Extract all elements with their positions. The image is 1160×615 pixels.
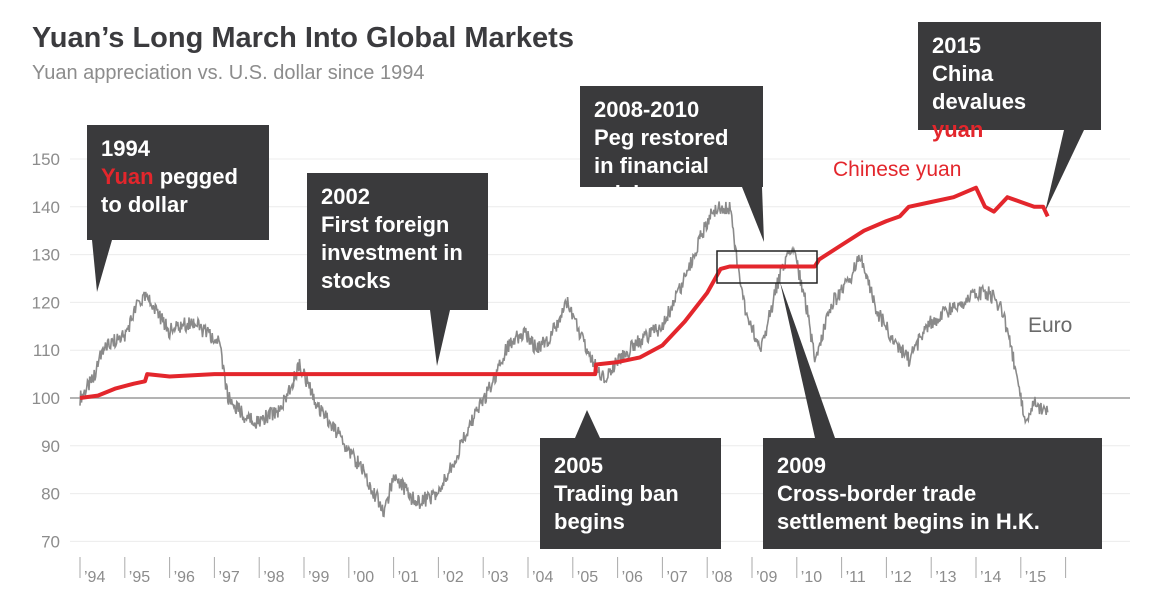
x-tick-label: ’98 (263, 569, 284, 586)
annotation-2009: 2009 Cross-border trade settlement begin… (763, 438, 1102, 549)
annotation-text: Trading ban begins (554, 481, 679, 534)
x-tick-label: ’96 (174, 569, 195, 586)
annotation-text: China devalues (932, 61, 1027, 114)
x-tick-label: ’04 (532, 569, 553, 586)
x-tick-label: ’14 (980, 569, 1001, 586)
annotation-text: to dollar (101, 192, 188, 217)
annotation-2005: 2005 Trading ban begins (540, 438, 721, 549)
x-tick-label: ’10 (801, 569, 822, 586)
x-tick-label: ’95 (129, 569, 150, 586)
x-tick-label: ’07 (666, 569, 687, 586)
y-tick-label: 120 (32, 293, 60, 312)
x-tick-label: ’94 (84, 569, 105, 586)
annotation-year: 2005 (554, 453, 603, 478)
series-line-yuan (79, 185, 1050, 400)
y-tick-label: 70 (41, 532, 60, 551)
annotation-year: 2002 (321, 184, 370, 209)
annotation-red-text: yuan (932, 117, 984, 142)
pointer-2015 (1045, 130, 1084, 212)
pointer-2008-2010 (742, 187, 764, 242)
x-tick-label: ’08 (711, 569, 732, 586)
annotation-year: 1994 (101, 136, 150, 161)
y-tick-label: 100 (32, 389, 60, 408)
annotation-2008-2010: 2008-2010 Peg restored in financial cris… (580, 86, 763, 206)
x-tick-label: ’13 (935, 569, 956, 586)
x-tick-label: ’12 (890, 569, 911, 586)
pointer-2009 (780, 282, 835, 438)
x-tick-label: ’03 (487, 569, 508, 586)
pointer-2002 (430, 310, 450, 366)
x-tick-label: ’15 (1025, 569, 1046, 586)
annotation-text: Cross-border trade settlement begins in … (777, 481, 1040, 534)
annotation-2002: 2002 First foreign investment in stocks (307, 173, 488, 310)
pointer-1994 (92, 240, 112, 292)
annotation-1994: 1994 Yuan pegged to dollar (87, 125, 269, 240)
legend-yuan: Chinese yuan (833, 158, 962, 181)
x-tick-label: ’11 (846, 569, 866, 586)
y-tick-label: 80 (41, 485, 60, 504)
x-tick-label: ’97 (218, 569, 239, 586)
y-tick-label: 90 (41, 437, 60, 456)
pointer-2005 (575, 410, 600, 438)
annotation-year: 2008-2010 (594, 97, 700, 122)
y-tick-label: 140 (32, 198, 60, 217)
y-tick-label: 110 (33, 341, 60, 360)
x-tick-label: ’02 (442, 569, 463, 586)
x-tick-label: ’09 (756, 569, 777, 586)
x-tick-label: ’99 (308, 569, 329, 586)
y-tick-label: 150 (32, 150, 60, 169)
annotation-text: pegged (153, 164, 238, 189)
annotation-red-text: Yuan (101, 164, 154, 189)
legend-euro: Euro (1028, 314, 1073, 337)
annotation-text: Peg restored in financial crisis (594, 125, 729, 206)
annotation-2015: 2015 China devalues yuan (918, 22, 1101, 142)
chart-subtitle: Yuan appreciation vs. U.S. dollar since … (32, 62, 425, 84)
y-tick-label: 130 (32, 246, 60, 265)
x-tick-label: ’00 (353, 569, 374, 586)
peg-highlight-box (716, 250, 818, 284)
x-tick-label: ’05 (577, 569, 598, 586)
annotation-year: 2015 (932, 33, 981, 58)
chart-title: Yuan’s Long March Into Global Markets (32, 22, 574, 54)
annotation-text: First foreign investment in stocks (321, 212, 463, 293)
series-line-euro (79, 201, 1049, 518)
annotation-year: 2009 (777, 453, 826, 478)
x-tick-label: ’01 (398, 569, 419, 586)
x-tick-label: ’06 (622, 569, 643, 586)
